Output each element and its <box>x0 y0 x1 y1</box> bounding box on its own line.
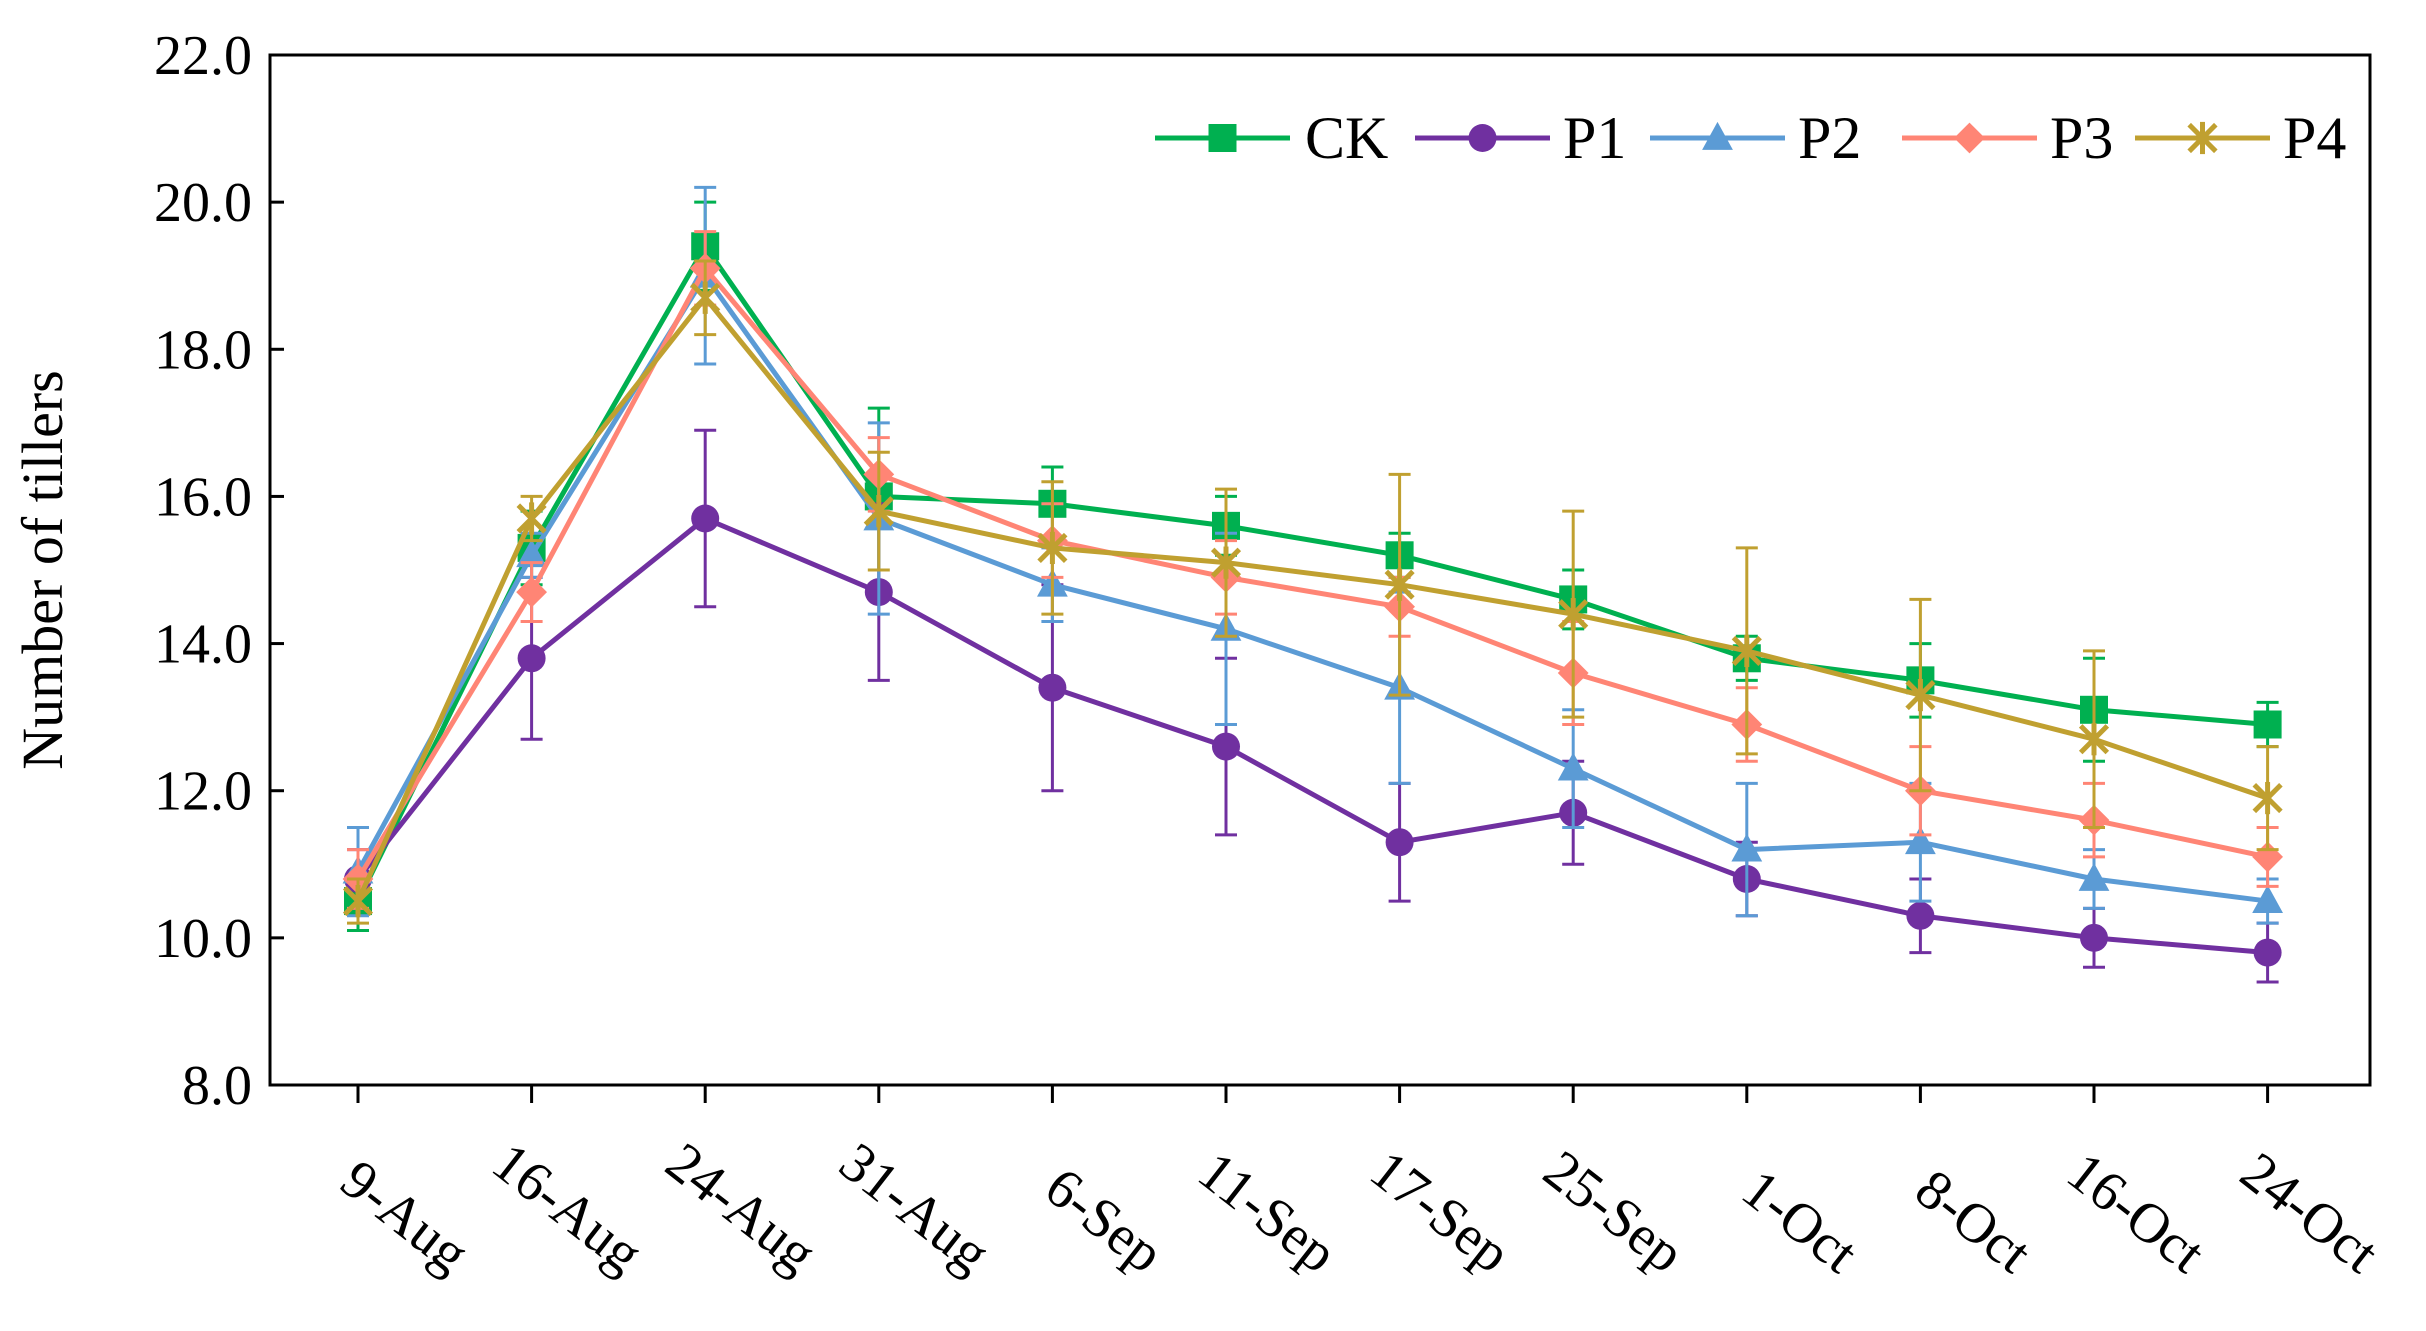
star-marker <box>863 495 894 528</box>
x-tick-label: 24-Aug <box>654 1131 827 1285</box>
star-marker <box>2252 781 2283 815</box>
circle-marker <box>517 644 546 673</box>
star-marker <box>1210 546 1242 579</box>
legend-label: P1 <box>1563 105 1626 171</box>
legend-item-p4: P4 <box>2135 105 2346 171</box>
y-tick-label: 14.0 <box>154 614 252 676</box>
star-marker <box>1037 531 1068 565</box>
circle-marker <box>1468 124 1497 152</box>
star-marker <box>1731 634 1762 668</box>
star-marker <box>342 884 374 918</box>
series-p4 <box>342 259 2283 925</box>
legend-label: P4 <box>2283 105 2346 171</box>
star-marker <box>2078 723 2110 756</box>
diamond-marker <box>1954 122 1985 154</box>
x-tick-label: 1-Oct <box>1730 1158 1869 1286</box>
y-tick-label: 10.0 <box>154 908 252 970</box>
series-line <box>355 295 2269 903</box>
y-tick-label: 18.0 <box>154 319 252 381</box>
legend-label: P2 <box>1798 105 1861 171</box>
legend-item-ck: CK <box>1155 105 1388 171</box>
x-tick-label: 8-Oct <box>1904 1158 2043 1286</box>
x-tick-label: 31-Aug <box>828 1131 1001 1285</box>
series-p1 <box>344 428 2282 984</box>
series-line <box>355 243 2268 903</box>
square-marker <box>2253 710 2282 739</box>
y-tick-label: 22.0 <box>154 25 252 87</box>
triangle-marker <box>1557 752 1589 781</box>
series-p3 <box>342 230 2283 910</box>
x-tick-label: 17-Sep <box>1359 1139 1522 1286</box>
triangle-marker <box>1702 121 1733 150</box>
legend-item-p2: P2 <box>1650 105 1861 171</box>
triangle-marker <box>516 539 547 568</box>
x-tick-label: 16-Oct <box>2055 1141 2216 1286</box>
circle-marker <box>2080 923 2108 952</box>
circle-marker <box>1038 673 1067 702</box>
series-line <box>355 265 2269 881</box>
legend-item-p3: P3 <box>1902 105 2113 171</box>
triangle-marker <box>2252 884 2283 913</box>
y-tick-label: 20.0 <box>154 172 252 234</box>
legend-label: CK <box>1305 105 1388 171</box>
circle-marker <box>1212 732 1240 761</box>
x-tick-label: 11-Sep <box>1187 1140 1349 1285</box>
legend-item-p1: P1 <box>1415 105 1626 171</box>
triangle-marker <box>1731 833 1763 862</box>
star-marker <box>690 281 721 314</box>
diamond-marker <box>516 576 547 608</box>
plot-area-frame <box>268 53 2372 1087</box>
y-axis: 8.0 10.0 12.0 14.0 16.0 18.0 20.0 22.0 <box>154 25 284 1117</box>
y-axis-title: Number of tillers <box>10 370 75 769</box>
circle-marker <box>2253 938 2282 967</box>
y-tick-label: 12.0 <box>154 761 252 823</box>
star-marker <box>1558 598 1589 631</box>
triangle-marker <box>1905 826 1936 855</box>
circle-marker <box>691 504 720 533</box>
x-axis: 9-Aug 16-Aug 24-Aug 31-Aug 6-Sep 11-Sep 17-Sep… <box>329 1085 2390 1286</box>
star-marker <box>1905 678 1936 712</box>
series-layer <box>342 185 2283 984</box>
x-tick-label: 24-Oct <box>2229 1141 2390 1286</box>
y-tick-label: 8.0 <box>182 1055 252 1117</box>
triangle-marker <box>2078 862 2110 891</box>
x-tick-label: 16-Aug <box>481 1131 654 1285</box>
circle-marker <box>1906 901 1935 930</box>
circle-marker <box>1385 828 1414 857</box>
x-tick-label: 6-Sep <box>1033 1156 1174 1285</box>
star-marker <box>2187 121 2218 155</box>
series-ck <box>344 200 2282 932</box>
legend-label: P3 <box>2050 105 2113 171</box>
series-p2 <box>342 185 2283 925</box>
square-marker <box>1208 124 1237 152</box>
series-line <box>355 273 2268 904</box>
y-tick-label: 16.0 <box>154 466 252 528</box>
x-tick-label: 9-Aug <box>329 1148 480 1285</box>
star-marker <box>1384 568 1415 601</box>
legend: CK P1 P2 P3 P4 <box>1155 105 2346 171</box>
series-line <box>356 516 2268 956</box>
x-tick-label: 25-Sep <box>1532 1139 1695 1286</box>
star-marker <box>516 502 547 535</box>
